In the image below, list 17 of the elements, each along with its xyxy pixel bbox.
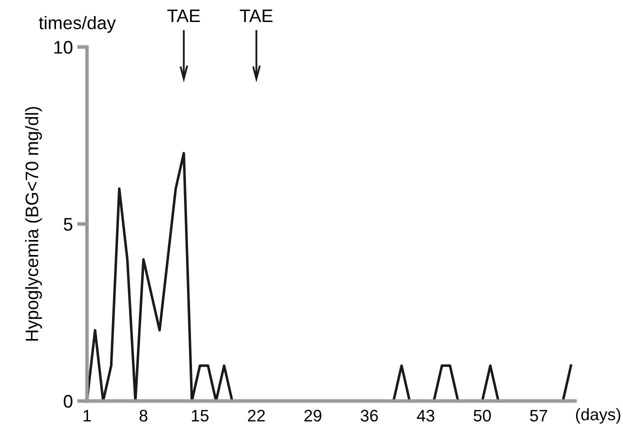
y-axis-title: Hypoglycemia (BG<70 mg/dl) <box>25 106 42 341</box>
x-tick-label: 50 <box>474 410 491 422</box>
y-tick-label: 10 <box>54 40 72 54</box>
x-tick-label: 15 <box>192 410 208 422</box>
x-tick-label: 1 <box>84 410 91 422</box>
ref-line-label: TAE <box>240 10 273 22</box>
x-axis-title: (days) <box>576 408 620 424</box>
x-tick-label: 57 <box>530 410 548 422</box>
text: times/day <box>38 16 116 33</box>
ref-line-label: TAE <box>167 10 200 22</box>
y-tick-label: 5 <box>64 218 72 231</box>
x-tick-label: 29 <box>304 410 322 422</box>
x-tick-label: 22 <box>248 410 265 422</box>
x-tick-label: 36 <box>360 410 378 422</box>
y-tick-label: 0 <box>64 394 72 408</box>
x-tick-label: 43 <box>416 410 434 422</box>
x-tick-label: 8 <box>140 410 148 422</box>
